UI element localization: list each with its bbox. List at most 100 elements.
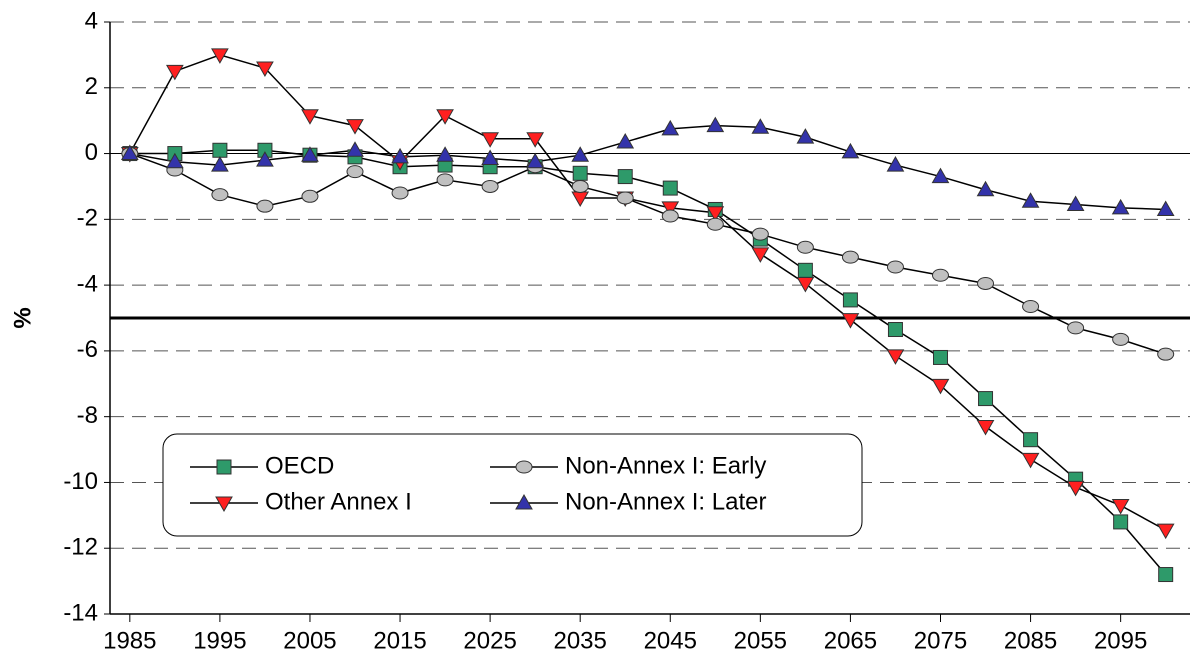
y-tick-label: -10 (63, 468, 98, 495)
marker (931, 378, 950, 395)
series-line (129, 149, 1167, 576)
marker (616, 191, 634, 205)
series-line (129, 152, 1166, 355)
marker (346, 165, 364, 179)
marker (842, 292, 858, 308)
marker (1023, 432, 1039, 448)
marker (1067, 321, 1085, 335)
marker (165, 152, 184, 169)
x-tick-label: 2055 (734, 627, 787, 654)
marker (211, 156, 229, 172)
marker (841, 313, 860, 329)
marker (256, 61, 274, 78)
y-tick-label: 2 (85, 73, 98, 100)
marker (571, 146, 590, 162)
marker (1021, 192, 1040, 208)
marker (706, 217, 724, 231)
marker (216, 459, 232, 475)
x-tick-label: 2095 (1094, 627, 1147, 654)
marker (661, 119, 680, 136)
y-tick-label: 4 (85, 7, 98, 34)
marker (1156, 523, 1175, 540)
marker (436, 109, 454, 125)
marker (165, 64, 184, 81)
marker (706, 116, 725, 133)
marker (120, 144, 139, 161)
marker (661, 201, 680, 217)
marker (1066, 195, 1085, 212)
marker (515, 493, 533, 510)
marker (1156, 200, 1175, 216)
marker (346, 141, 364, 157)
legend-label: Other Annex I (265, 488, 412, 515)
marker (751, 247, 770, 263)
marker (886, 349, 905, 365)
marker (932, 349, 948, 365)
y-tick-label: -4 (77, 270, 98, 297)
marker (1112, 332, 1130, 346)
marker (1021, 452, 1040, 469)
marker (978, 391, 994, 407)
marker (841, 250, 859, 264)
y-axis-label: % (9, 307, 36, 328)
x-tick-label: 2015 (373, 627, 426, 654)
marker (211, 188, 229, 202)
x-tick-label: 2005 (283, 627, 336, 654)
marker (571, 191, 590, 207)
y-tick-label: -6 (77, 336, 98, 363)
marker (661, 209, 679, 223)
marker (1066, 480, 1085, 497)
marker (616, 133, 635, 149)
marker (797, 262, 813, 278)
y-tick-label: -2 (77, 205, 98, 232)
marker (1158, 567, 1174, 583)
x-tick-label: 1995 (193, 627, 246, 654)
marker (662, 180, 678, 196)
x-tick-label: 2035 (553, 627, 606, 654)
marker (977, 276, 995, 290)
marker (796, 240, 814, 254)
marker (976, 180, 995, 197)
marker (706, 206, 725, 222)
x-tick-label: 2085 (1004, 627, 1057, 654)
marker (515, 460, 533, 474)
marker (931, 268, 949, 282)
marker (886, 260, 904, 274)
x-tick-label: 2065 (824, 627, 877, 654)
y-tick-label: 0 (85, 139, 98, 166)
marker (215, 496, 233, 513)
marker (931, 167, 950, 184)
legend-label: Non-Annex I: Later (565, 488, 766, 515)
marker (256, 151, 274, 167)
series-line (129, 124, 1166, 211)
marker (481, 132, 499, 148)
x-tick-label: 2075 (914, 627, 967, 654)
legend (162, 433, 863, 537)
marker (1157, 347, 1175, 361)
x-tick-label: 2045 (644, 627, 697, 654)
marker (1111, 198, 1130, 215)
x-tick-label: 1985 (103, 627, 156, 654)
y-tick-label: -12 (63, 534, 98, 561)
series-line (129, 54, 1167, 531)
marker (1111, 498, 1130, 515)
marker (212, 142, 228, 158)
marker (572, 165, 588, 181)
marker (1113, 514, 1129, 530)
y-tick-label: -8 (77, 402, 98, 429)
marker (391, 186, 409, 200)
marker (796, 128, 815, 144)
marker (526, 132, 545, 148)
marker (751, 227, 769, 241)
marker (976, 420, 995, 436)
marker (886, 156, 905, 172)
marker (481, 179, 499, 193)
marker (481, 149, 499, 165)
legend-label: Non-Annex I: Early (565, 452, 766, 479)
marker (751, 118, 770, 134)
marker (391, 147, 409, 164)
marker (526, 152, 545, 169)
marker (617, 169, 633, 185)
